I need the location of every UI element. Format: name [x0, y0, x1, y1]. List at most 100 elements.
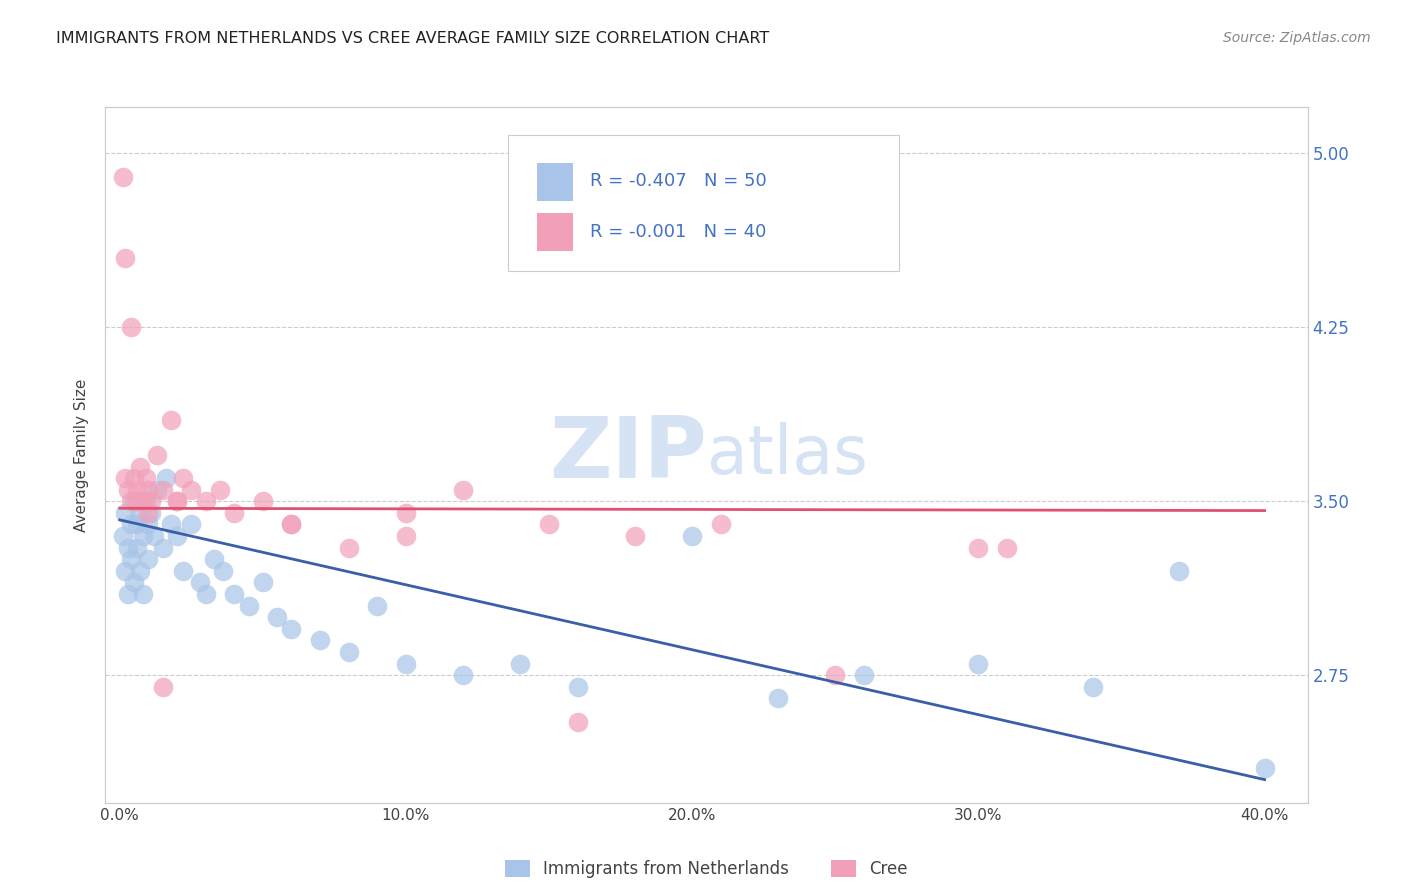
Point [122, 471, 145, 485]
Point [681, 529, 703, 543]
Point [172, 471, 194, 485]
Point [143, 529, 166, 543]
Point [160, 517, 183, 532]
Point [208, 483, 231, 497]
Point [125, 494, 148, 508]
Point [131, 494, 153, 508]
Point [309, 633, 332, 648]
Point [152, 680, 174, 694]
Point [266, 610, 288, 624]
Point [188, 575, 211, 590]
Point [280, 517, 302, 532]
Point [366, 599, 388, 613]
Point [710, 517, 733, 532]
Point [852, 668, 875, 682]
Point [125, 483, 148, 497]
Point [202, 552, 225, 566]
Point [141, 494, 163, 508]
Point [138, 517, 160, 532]
Point [135, 471, 157, 485]
Point [138, 506, 160, 520]
Point [111, 529, 134, 543]
Point [125, 541, 148, 555]
Point [131, 529, 153, 543]
Point [160, 413, 183, 427]
Point [138, 483, 160, 497]
Point [117, 541, 139, 555]
Text: ZIP: ZIP [548, 413, 707, 497]
Point [567, 680, 589, 694]
Point [120, 517, 142, 532]
Point [280, 517, 302, 532]
Point [131, 587, 153, 601]
Point [122, 494, 145, 508]
Point [128, 506, 150, 520]
Legend: Immigrants from Netherlands, Cree: Immigrants from Netherlands, Cree [499, 854, 914, 885]
Text: R = -0.407   N = 50: R = -0.407 N = 50 [591, 172, 766, 191]
Point [538, 517, 561, 532]
FancyBboxPatch shape [537, 213, 574, 251]
Point [567, 714, 589, 729]
FancyBboxPatch shape [537, 162, 574, 201]
Point [252, 575, 274, 590]
Point [120, 552, 142, 566]
Point [114, 251, 136, 265]
Point [238, 599, 260, 613]
Point [138, 552, 160, 566]
Point [120, 320, 142, 334]
Point [224, 506, 246, 520]
Point [967, 541, 990, 555]
Point [224, 587, 246, 601]
Point [146, 448, 169, 462]
Point [1081, 680, 1104, 694]
Point [114, 564, 136, 578]
Point [451, 483, 474, 497]
Point [194, 494, 217, 508]
Point [824, 668, 846, 682]
Point [122, 575, 145, 590]
Point [180, 517, 202, 532]
Point [252, 494, 274, 508]
Text: atlas: atlas [707, 422, 868, 488]
Y-axis label: Average Family Size: Average Family Size [75, 378, 90, 532]
Point [995, 541, 1018, 555]
Point [624, 529, 647, 543]
Point [172, 564, 194, 578]
Text: IMMIGRANTS FROM NETHERLANDS VS CREE AVERAGE FAMILY SIZE CORRELATION CHART: IMMIGRANTS FROM NETHERLANDS VS CREE AVER… [56, 31, 769, 46]
FancyBboxPatch shape [508, 135, 898, 270]
Point [152, 541, 174, 555]
Text: R = -0.001   N = 40: R = -0.001 N = 40 [591, 223, 766, 241]
Point [141, 506, 163, 520]
Point [114, 506, 136, 520]
Point [111, 169, 134, 184]
Point [114, 471, 136, 485]
Point [180, 483, 202, 497]
Point [967, 657, 990, 671]
Point [117, 587, 139, 601]
Point [509, 657, 531, 671]
Point [128, 459, 150, 474]
Point [280, 622, 302, 636]
Point [135, 494, 157, 508]
Point [395, 506, 418, 520]
Point [451, 668, 474, 682]
Point [1167, 564, 1189, 578]
Point [337, 541, 360, 555]
Point [194, 587, 217, 601]
Point [166, 494, 188, 508]
Point [146, 483, 169, 497]
Point [166, 494, 188, 508]
Point [125, 517, 148, 532]
Point [166, 529, 188, 543]
Point [155, 471, 177, 485]
Point [211, 564, 233, 578]
Point [120, 494, 142, 508]
Point [395, 529, 418, 543]
Point [117, 483, 139, 497]
Point [395, 657, 418, 671]
Text: Source: ZipAtlas.com: Source: ZipAtlas.com [1223, 31, 1371, 45]
Point [337, 645, 360, 659]
Point [128, 564, 150, 578]
Point [766, 691, 789, 706]
Point [152, 483, 174, 497]
